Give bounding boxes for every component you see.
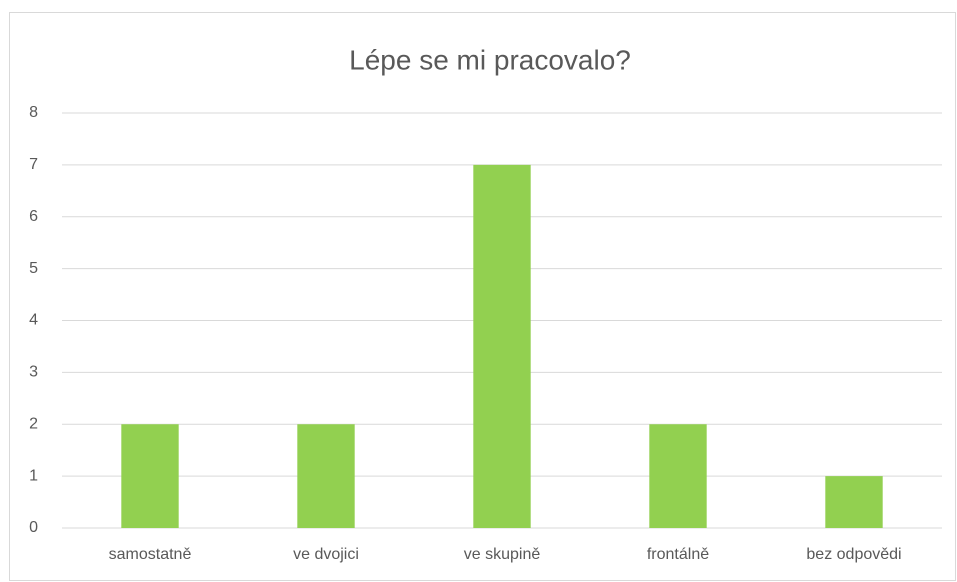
x-tick-label: frontálně bbox=[647, 546, 709, 563]
x-tick-label: samostatně bbox=[109, 546, 192, 563]
y-tick-label: 0 bbox=[29, 519, 38, 536]
y-tick-label: 1 bbox=[29, 467, 38, 484]
x-tick-label: ve dvojici bbox=[293, 546, 359, 563]
y-tick-label: 2 bbox=[29, 415, 38, 432]
x-tick-label: ve skupině bbox=[464, 546, 541, 563]
y-tick-label: 7 bbox=[29, 156, 38, 173]
bar bbox=[297, 424, 355, 528]
bar bbox=[825, 476, 883, 528]
y-tick-label: 3 bbox=[29, 364, 38, 381]
x-tick-label: bez odpovědi bbox=[806, 546, 901, 563]
y-tick-label: 5 bbox=[29, 260, 38, 277]
y-tick-label: 8 bbox=[29, 104, 38, 121]
bar bbox=[121, 424, 179, 528]
y-tick-label: 4 bbox=[29, 312, 38, 329]
y-tick-label: 6 bbox=[29, 208, 38, 225]
bar bbox=[649, 424, 707, 528]
chart-title: Lépe se mi pracovalo? bbox=[349, 44, 631, 75]
bar bbox=[473, 164, 531, 528]
